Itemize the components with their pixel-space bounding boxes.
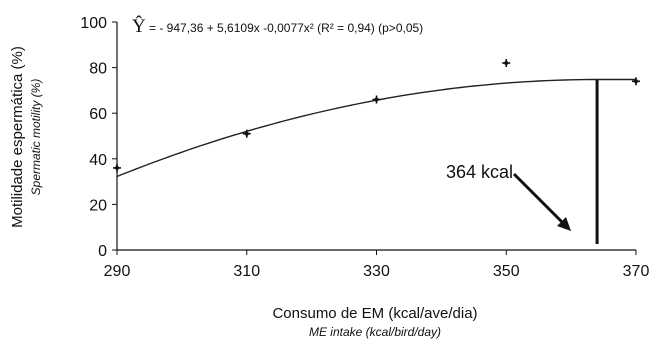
y-tick-label: 80 [89, 61, 107, 78]
x-tick-label: 350 [493, 263, 520, 280]
x-tick-label: 290 [104, 263, 131, 280]
annotation-arrow-shaft [512, 172, 568, 228]
x-tick-labels: 290 310 330 350 370 [104, 263, 650, 280]
x-axis-title: Consumo de EM (kcal/ave/dia) [272, 305, 477, 322]
x-tick-label: 370 [623, 263, 650, 280]
x-tick-label: 330 [363, 263, 390, 280]
data-points [113, 59, 640, 172]
y-axis-subtitle: Spermatic motility (%) [29, 79, 43, 196]
x-tick-label: 310 [233, 263, 260, 280]
y-tick-label: 60 [89, 106, 107, 123]
data-point [502, 59, 511, 68]
axes [112, 21, 637, 255]
equation-text: = - 947,36 + 5,6109x -0,0077x² (R² = 0,9… [149, 21, 423, 35]
y-tick-label: 40 [89, 152, 107, 169]
equation-symbol: Ŷ [132, 15, 146, 37]
fit-curve-path [116, 78, 636, 178]
y-axis-title: Motilidade espermática (%) [9, 46, 26, 228]
annotation-label: 364 kcal [446, 162, 513, 182]
data-point [242, 129, 251, 138]
y-tick-label: 20 [89, 197, 107, 214]
y-tick-labels: 0 20 40 60 80 100 [80, 15, 107, 260]
annotation-arrow-head [557, 217, 571, 231]
y-tick-label: 0 [98, 243, 107, 260]
fit-curve [116, 78, 636, 178]
y-tick-label: 100 [80, 15, 107, 32]
data-point [113, 163, 121, 172]
data-point [632, 77, 640, 86]
data-point [372, 95, 381, 104]
x-axis-subtitle: ME intake (kcal/bird/day) [309, 325, 441, 339]
